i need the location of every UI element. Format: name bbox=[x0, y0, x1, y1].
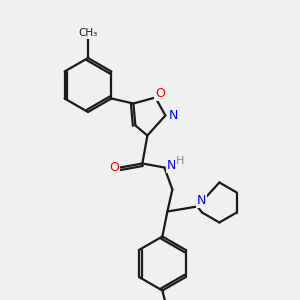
Text: N: N bbox=[197, 194, 206, 207]
Text: N: N bbox=[169, 109, 178, 122]
Text: CH₃: CH₃ bbox=[78, 28, 98, 38]
Text: O: O bbox=[110, 161, 119, 174]
Text: O: O bbox=[155, 87, 165, 100]
Text: N: N bbox=[167, 159, 176, 172]
Text: H: H bbox=[176, 157, 184, 166]
